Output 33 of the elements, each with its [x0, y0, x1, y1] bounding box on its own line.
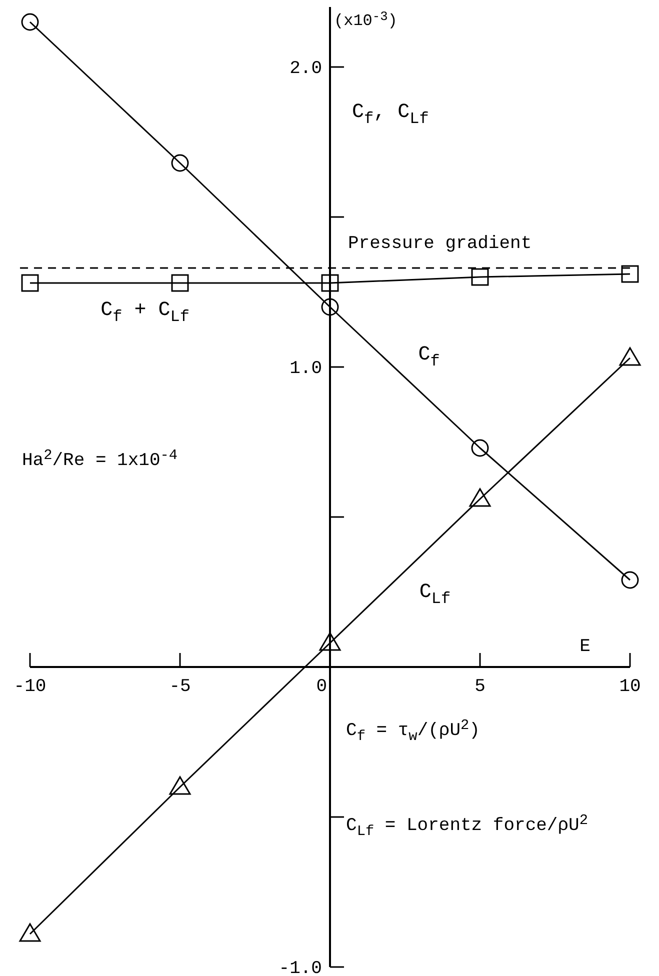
annotation: C$_{f}$ = τ$_{w}$/(ρU$^{2}$) [346, 718, 480, 745]
point [619, 347, 641, 366]
annotation: Ha$^{2}$/Re = 1x10$^{-4}$ [22, 448, 178, 471]
x-tick-label: 0 [316, 677, 327, 697]
x-tick-label: -10 [14, 677, 46, 697]
x-tick-label: -5 [169, 677, 191, 697]
point [469, 488, 491, 507]
y-tick-label: 1.0 [290, 359, 322, 379]
point [171, 154, 189, 172]
y-axis-title: C$_{f}$, C$_{Lf}$ [352, 101, 429, 128]
series-label: C$_{f}$ + C$_{Lf}$ [100, 299, 190, 326]
x-tick-label: 5 [474, 677, 486, 697]
series-label: C$_{Lf}$ [419, 581, 451, 608]
point [319, 632, 341, 651]
point [621, 265, 639, 283]
point [321, 274, 339, 292]
annotation: (x10$^{-3}$) [334, 8, 398, 30]
point [19, 923, 41, 942]
point [21, 13, 39, 31]
ref-line-label: Pressure gradient [348, 234, 532, 254]
point [471, 268, 489, 286]
point [321, 298, 339, 316]
y-tick-label: 2.0 [290, 59, 322, 79]
point [169, 776, 191, 795]
y-tick-label: -1.0 [278, 959, 322, 976]
x-tick-label: 10 [619, 677, 641, 697]
x-axis-title: E [580, 637, 590, 657]
point [171, 274, 189, 292]
point [471, 439, 489, 457]
point [621, 571, 639, 589]
point [21, 274, 39, 292]
annotation: C$_{Lf}$ = Lorentz force/ρU$^{2}$ [346, 813, 588, 840]
series-label: C$_{f}$ [418, 344, 440, 370]
